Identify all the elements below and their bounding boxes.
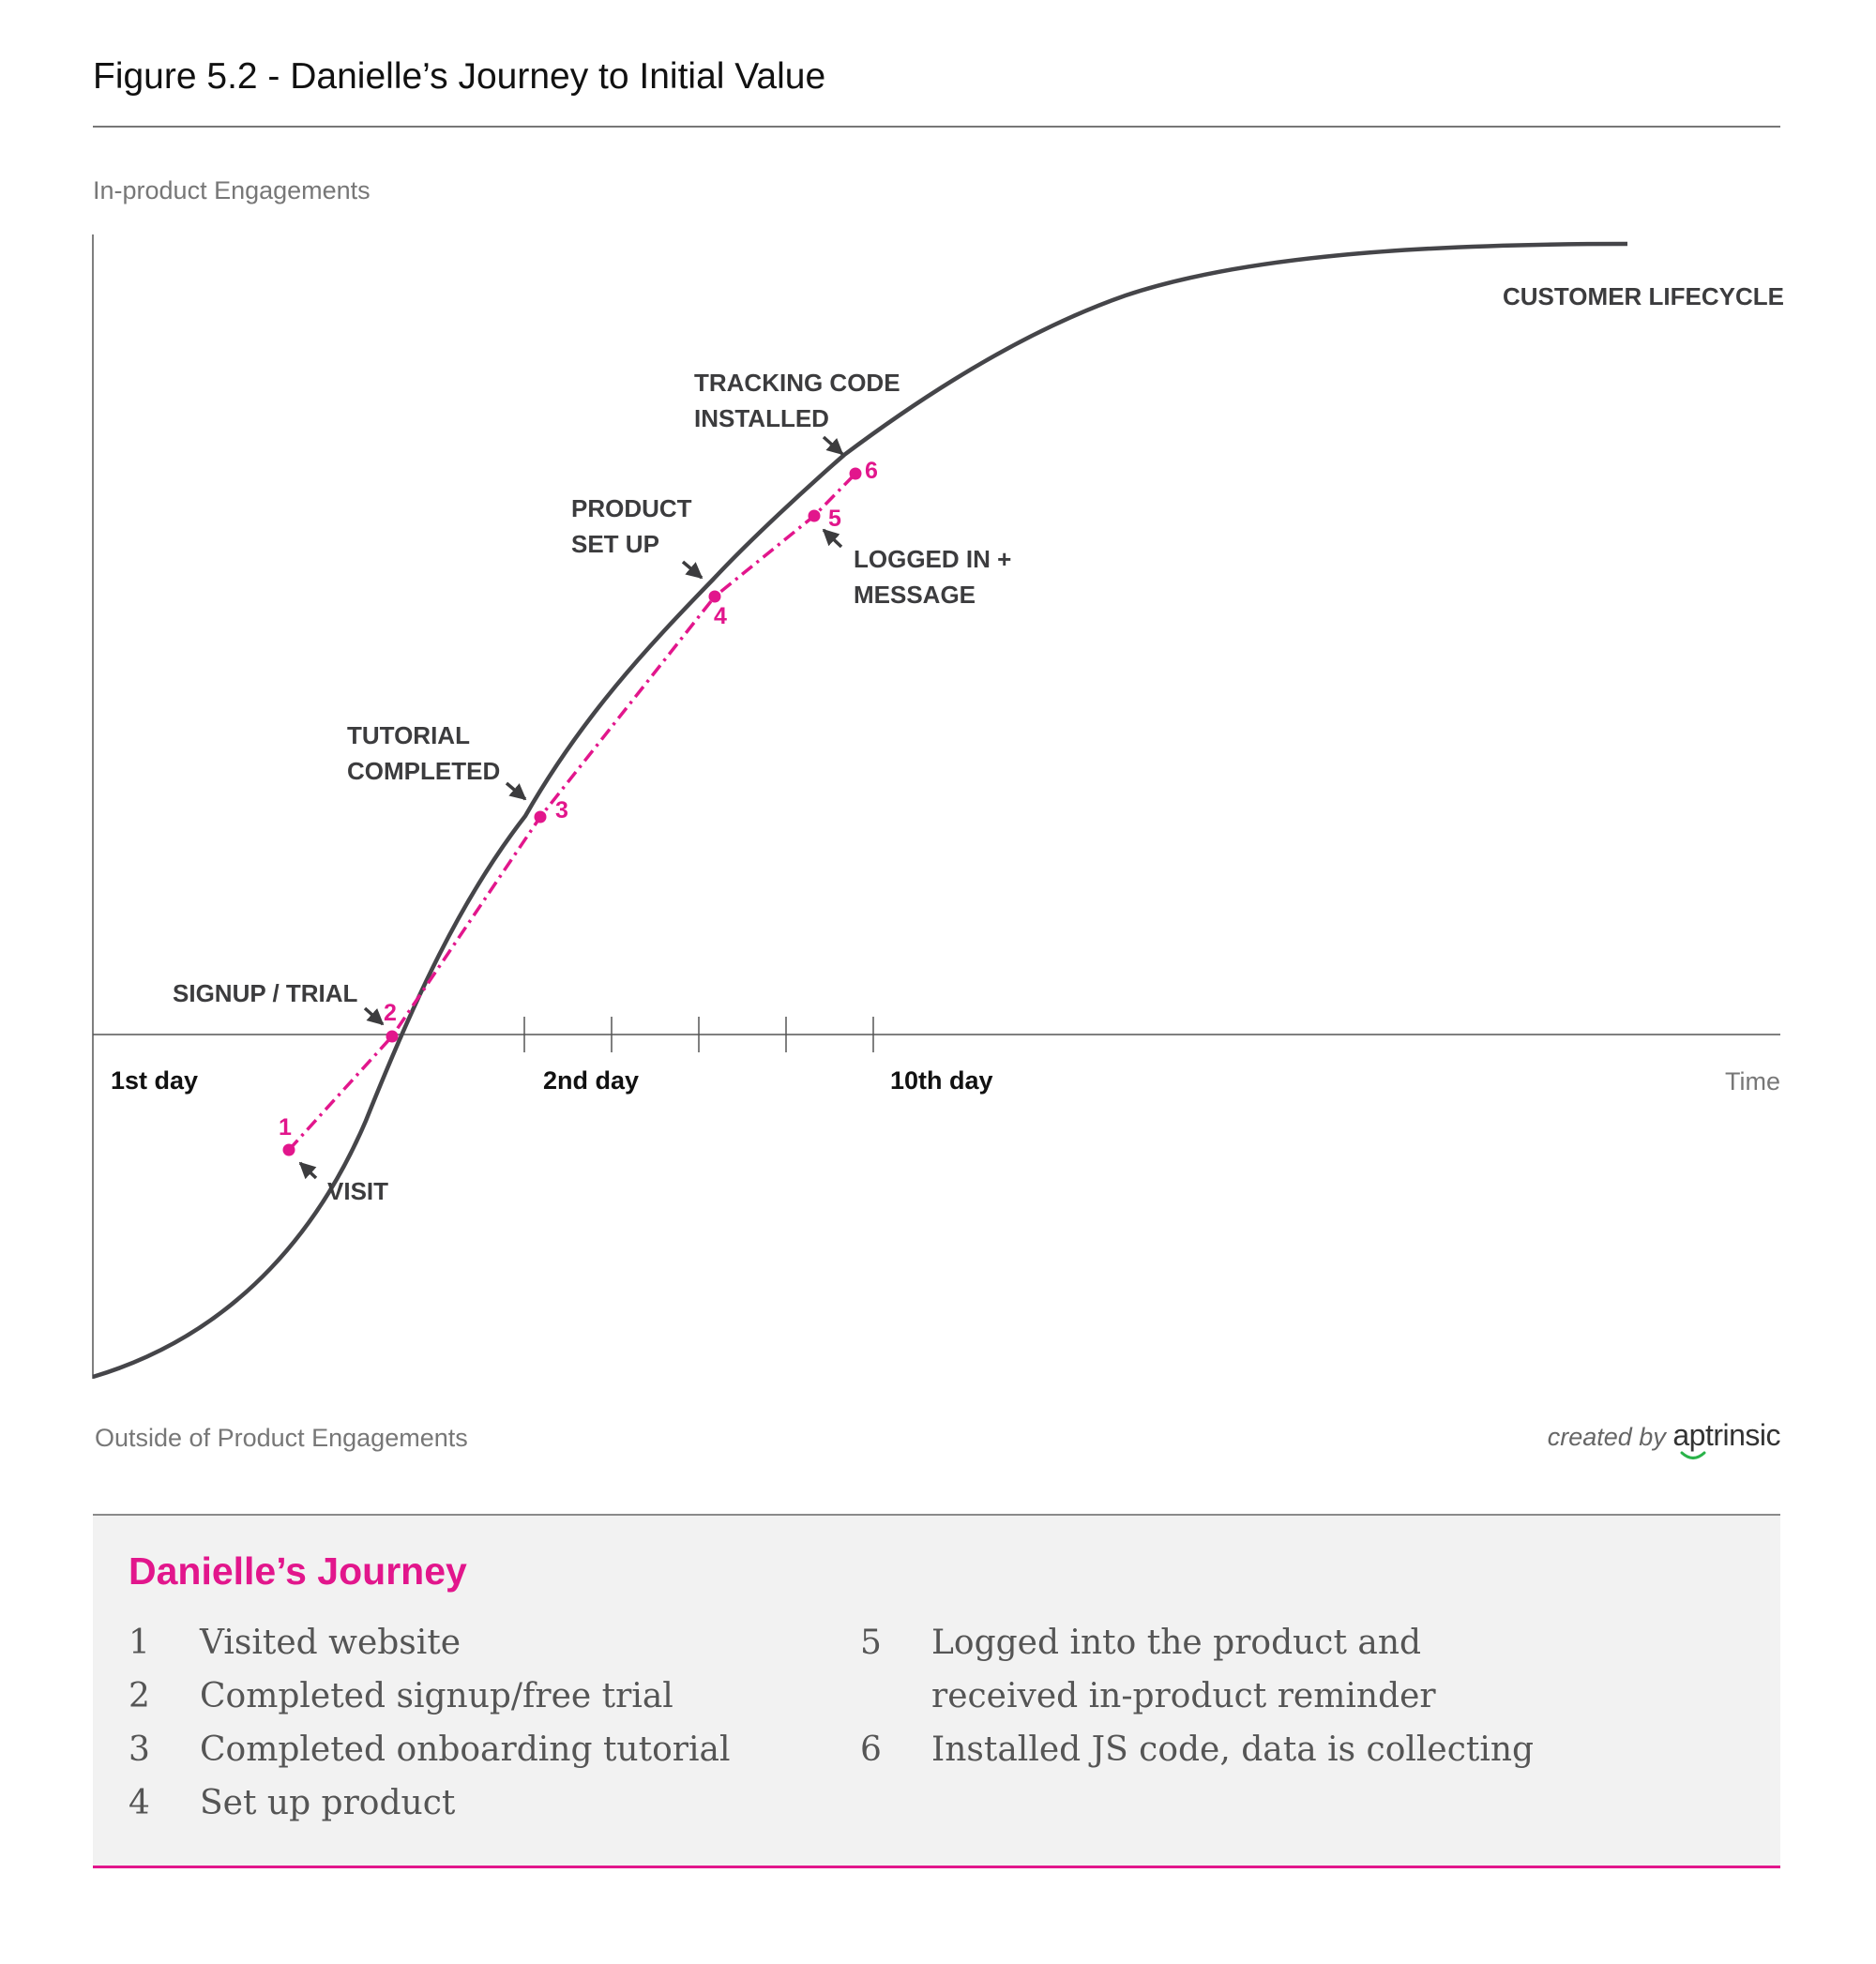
legend-item-number: 2: [129, 1677, 150, 1715]
legend-item-text: Completed signup/free trial: [200, 1677, 673, 1715]
journey-number-4: 4: [714, 603, 727, 629]
milestone-tutorial-line1: TUTORIAL: [347, 721, 470, 749]
arrow-tutorial: [505, 781, 527, 801]
title-divider: [93, 126, 1780, 128]
legend-panel: [93, 1514, 1780, 1868]
journey-point-6: [849, 467, 862, 480]
journey-number-6: 6: [865, 458, 878, 484]
arrow-tracking: [822, 435, 844, 456]
legend-item-number: 4: [129, 1784, 150, 1822]
day-label-1st: 1st day: [111, 1066, 198, 1095]
legend-item-number: 1: [129, 1624, 150, 1662]
legend-item-text-line2: received in-product reminder: [931, 1677, 1436, 1715]
milestone-tracking-line1: TRACKING CODE: [694, 369, 900, 397]
journey-number-2: 2: [384, 1000, 397, 1026]
credit-prefix: created by: [1547, 1423, 1666, 1451]
legend-title: Danielle’s Journey: [129, 1549, 467, 1593]
milestone-product-line1: PRODUCT: [571, 494, 692, 522]
legend-item-text: Completed onboarding tutorial: [200, 1730, 731, 1769]
credit: created by aptrinsic: [1547, 1418, 1781, 1453]
journey-point-3: [534, 810, 547, 823]
legend-item-number: 6: [860, 1730, 882, 1769]
journey-diagram: 1st day 2nd day 10th day 1 2 3 4 5 6 CUS…: [92, 234, 1784, 1380]
journey-point-1: [282, 1143, 295, 1156]
logo-smile-icon: [1680, 1451, 1706, 1459]
milestone-signup: SIGNUP / TRIAL: [173, 979, 358, 1007]
journey-point-2: [386, 1030, 399, 1043]
arrow-visit: [298, 1161, 318, 1180]
legend-item-text-line1: Logged into the product and: [931, 1624, 1422, 1662]
milestone-logged-in-line2: MESSAGE: [854, 581, 976, 609]
journey-point-5: [808, 509, 821, 522]
journey-number-1: 1: [279, 1114, 292, 1141]
journey-number-5: 5: [828, 506, 841, 532]
legend-item-text: Installed JS code, data is collecting: [931, 1730, 1535, 1769]
milestone-product-line2: SET UP: [571, 530, 659, 558]
day-label-2nd: 2nd day: [543, 1066, 639, 1095]
journey-number-3: 3: [555, 797, 568, 823]
customer-lifecycle-label: CUSTOMER LIFECYCLE: [1503, 282, 1784, 310]
x-axis-label: Time: [1725, 1067, 1780, 1095]
y-axis-top-label: In-product Engagements: [93, 176, 371, 204]
figure-title: Figure 5.2 - Danielle’s Journey to Initi…: [93, 56, 826, 97]
y-axis-bottom-label: Outside of Product Engagements: [95, 1424, 468, 1452]
legend-item-text: Visited website: [200, 1624, 461, 1662]
aptrinsic-logo: aptrinsic: [1672, 1418, 1780, 1452]
arrow-logged-in: [822, 528, 843, 549]
legend-item-number: 5: [860, 1624, 882, 1662]
milestone-tutorial-line2: COMPLETED: [347, 757, 500, 785]
legend-item-number: 3: [129, 1730, 150, 1769]
milestone-visit: VISIT: [327, 1177, 388, 1205]
day-label-10th: 10th day: [890, 1066, 993, 1095]
arrow-product: [681, 560, 704, 580]
arrow-signup: [363, 1006, 385, 1026]
legend-item-text: Set up product: [200, 1784, 456, 1822]
customer-lifecycle-curve: [92, 241, 1628, 1380]
milestone-logged-in-line1: LOGGED IN +: [854, 545, 1011, 573]
journey-path: [287, 472, 857, 1152]
milestone-tracking-line2: INSTALLED: [694, 404, 829, 432]
journey-point-4: [708, 590, 721, 603]
